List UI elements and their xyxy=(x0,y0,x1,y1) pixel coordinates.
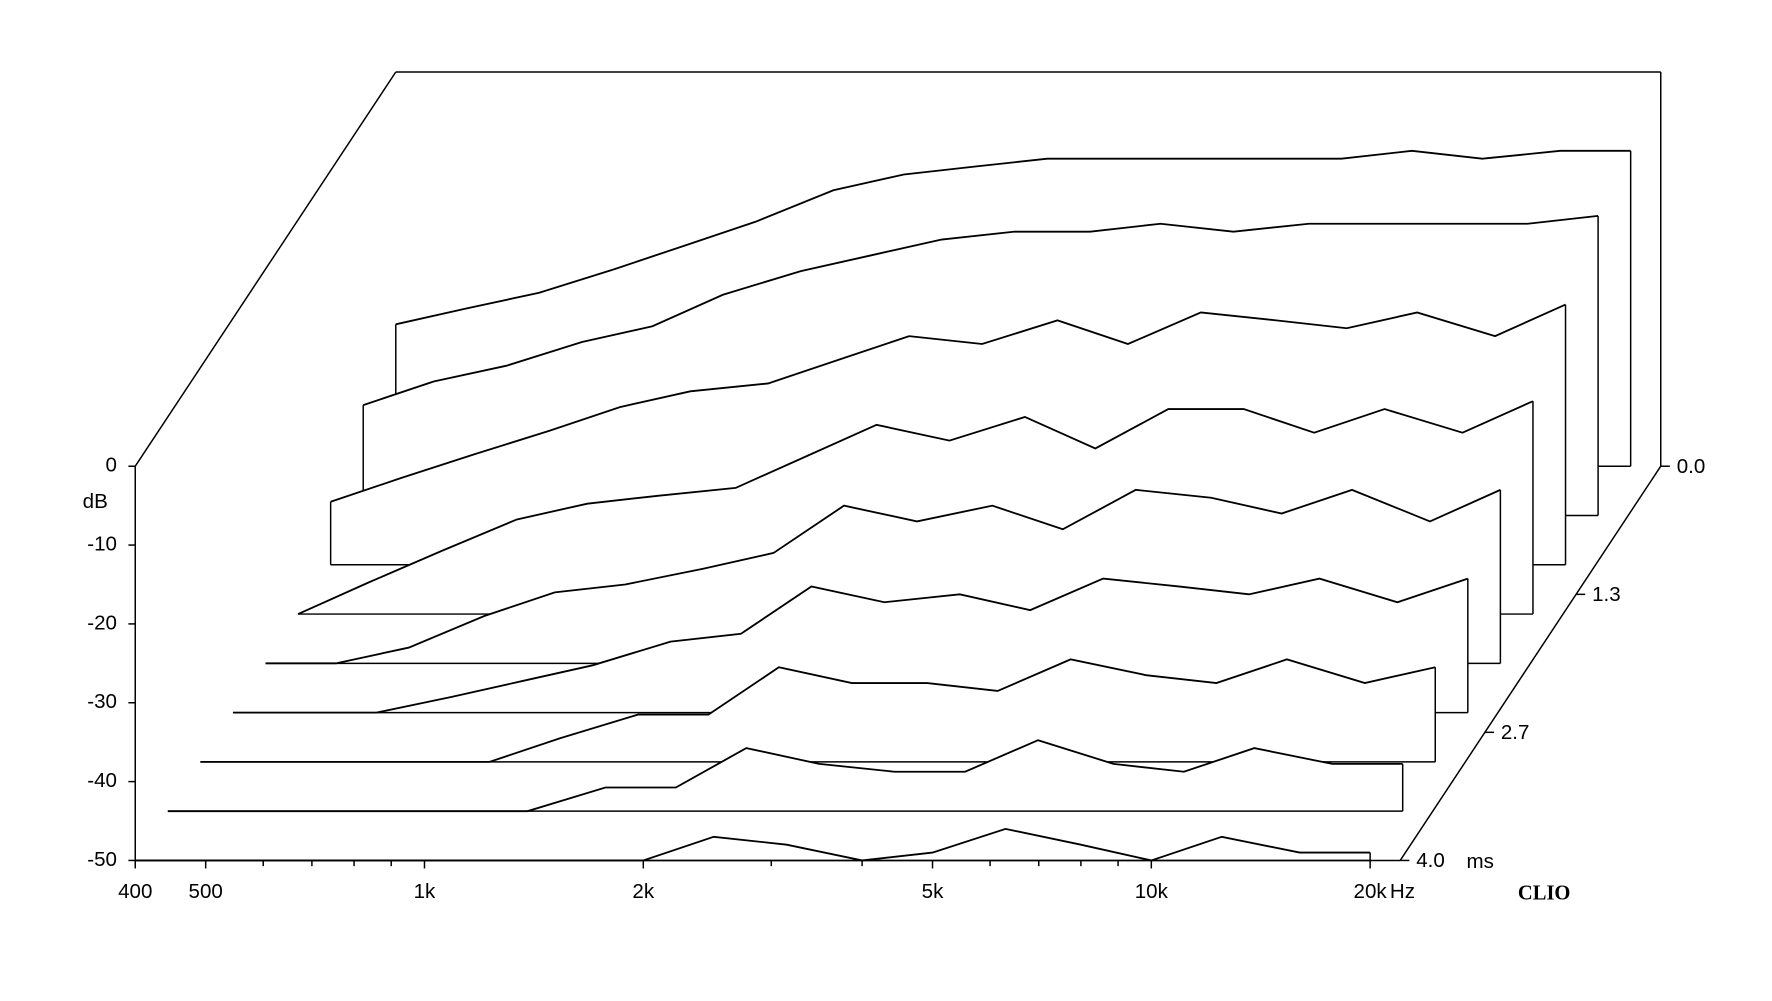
x-tick-label: 10k xyxy=(1135,880,1169,903)
slice-curve xyxy=(395,149,1631,326)
slice-curve xyxy=(167,739,1403,813)
slice-curve xyxy=(265,488,1501,665)
x-tick-label: 2k xyxy=(632,880,654,903)
z-unit: ms xyxy=(1466,850,1493,873)
x-unit: Hz xyxy=(1390,880,1415,903)
z-tick-label: 0.0 xyxy=(1677,455,1706,478)
frame xyxy=(134,71,397,467)
z-tick-label: 4.0 xyxy=(1416,849,1445,872)
y-tick-label: -30 xyxy=(87,690,117,713)
slice-curve xyxy=(232,577,1469,714)
y-tick-label: -10 xyxy=(87,533,117,556)
x-tick-label: 400 xyxy=(118,880,152,903)
z-tick-label: 1.3 xyxy=(1592,583,1621,606)
y-tick-label: -20 xyxy=(87,611,117,634)
slice-mask xyxy=(135,828,1371,861)
y-tick-label: -40 xyxy=(87,769,117,792)
slice-curve xyxy=(297,400,1534,615)
slice-curve xyxy=(330,303,1566,503)
z-axis xyxy=(1399,465,1662,861)
slice-curve xyxy=(200,658,1436,763)
brand: CLIO xyxy=(1518,882,1571,904)
x-tick-label: 1k xyxy=(414,880,436,903)
slice-curve xyxy=(362,214,1599,406)
y-tick-label: -50 xyxy=(87,848,117,871)
slice-mask xyxy=(200,659,1436,762)
x-tick-label: 5k xyxy=(922,880,944,903)
y-tick-label: 0 xyxy=(106,454,117,477)
z-tick-label: 2.7 xyxy=(1501,721,1530,744)
x-tick-label: 500 xyxy=(189,880,223,903)
y-axis-label: dB xyxy=(83,490,108,513)
x-tick-label: 20k xyxy=(1354,880,1388,903)
